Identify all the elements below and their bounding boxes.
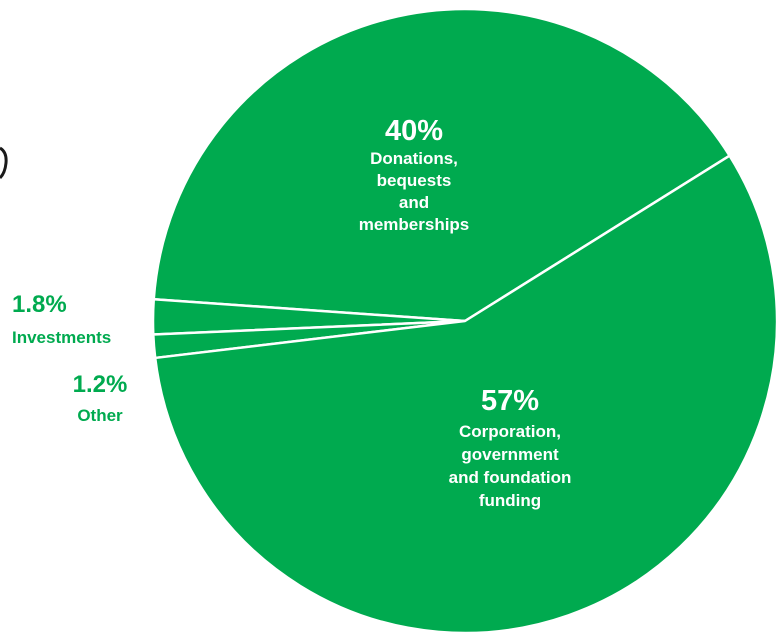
pie-slice bbox=[152, 7, 731, 323]
slice-name-label: and foundation bbox=[449, 468, 572, 487]
slice-name-label: memberships bbox=[359, 215, 470, 234]
pie-slices bbox=[151, 7, 777, 635]
slice-name-label: Corporation, bbox=[459, 422, 561, 441]
cropped-mark bbox=[0, 146, 8, 180]
slice-name-label: funding bbox=[479, 491, 541, 510]
slice-percent-label: 40% bbox=[385, 115, 443, 147]
slice-name-label: and bbox=[399, 193, 429, 212]
slice-name-label: Investments bbox=[12, 328, 111, 347]
slice-percent-label: 1.8% bbox=[12, 291, 67, 318]
pie-labels: 40% Donations, bequests and memberships 1.8% I… bbox=[12, 115, 571, 510]
slice-percent-label: 1.2% bbox=[73, 371, 128, 398]
slice-name-label: government bbox=[461, 445, 559, 464]
slice-percent-label: 57% bbox=[481, 385, 539, 417]
slice-name-label: Donations, bbox=[370, 149, 458, 168]
slice-name-label: Other bbox=[77, 406, 123, 425]
slice-name-label: bequests bbox=[377, 171, 452, 190]
